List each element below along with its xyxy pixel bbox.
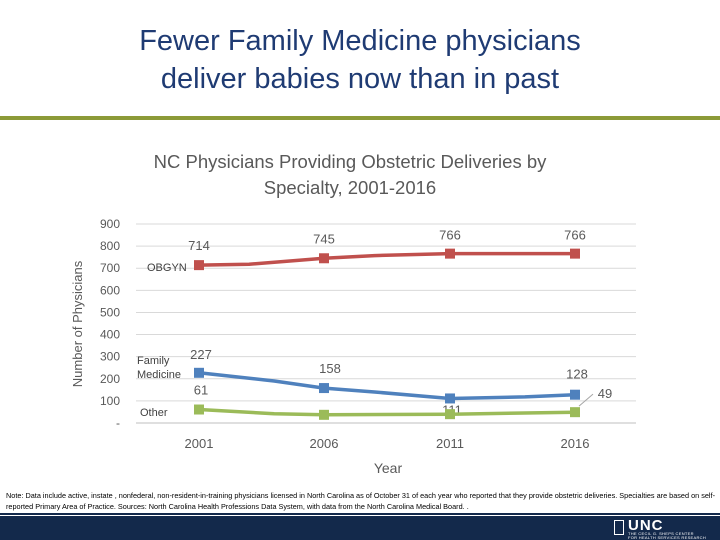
y-tick-label: 900 xyxy=(100,217,120,231)
data-label: 714 xyxy=(188,238,210,253)
slide-title-line2: deliver babies now than in past xyxy=(160,63,560,95)
data-label: 766 xyxy=(439,228,461,243)
data-label: 766 xyxy=(564,228,586,243)
logo-subtitle-1: THE CECIL G. SHEPS CENTER xyxy=(628,531,694,536)
data-label: 745 xyxy=(313,231,335,246)
series-group: 714 745 766 766 OBGYN xyxy=(147,228,586,274)
logo-subtitle-2: FOR HEALTH SERVICES RESEARCH xyxy=(628,535,707,540)
slide-title: Fewer Family Medicine physicians deliver… xyxy=(0,22,720,98)
x-tick-label: 2001 xyxy=(185,436,214,451)
series-line xyxy=(197,371,577,401)
data-point xyxy=(445,248,455,259)
slide-title-line1: Fewer Family Medicine physicians xyxy=(139,25,581,57)
data-point xyxy=(570,248,580,259)
leader-line xyxy=(578,393,594,407)
unc-sheps-logo: UNC THE CECIL G. SHEPS CENTER FOR HEALTH… xyxy=(612,517,712,540)
data-point xyxy=(319,253,329,264)
y-tick-label: 500 xyxy=(100,305,120,319)
data-point xyxy=(194,404,204,415)
y-tick-label: - xyxy=(116,416,120,430)
data-point xyxy=(194,260,204,271)
data-point xyxy=(194,367,204,378)
data-label: 128 xyxy=(566,367,588,382)
footnote: Note: Data include active, instate , non… xyxy=(6,491,715,511)
series-line xyxy=(197,407,577,417)
data-point xyxy=(570,407,580,418)
data-point xyxy=(445,409,455,420)
y-tick-label: 800 xyxy=(100,239,120,253)
series-name-label: Family xyxy=(137,355,170,367)
data-label: 49 xyxy=(598,386,612,401)
logo-text: UNC xyxy=(628,517,664,534)
y-axis-label: Number of Physicians xyxy=(70,260,85,387)
x-tick-label: 2016 xyxy=(561,436,590,451)
series-name-label: OBGYN xyxy=(147,262,187,274)
data-point xyxy=(319,383,329,394)
y-tick-label: 600 xyxy=(100,283,120,297)
y-tick-label: 700 xyxy=(100,261,120,275)
x-axis-label: Year xyxy=(374,460,403,476)
y-tick-label: 200 xyxy=(100,372,120,386)
data-label: 158 xyxy=(319,361,341,376)
series-line xyxy=(197,251,577,267)
x-tick-label: 2011 xyxy=(436,436,464,451)
series-name-label: Other xyxy=(140,407,168,419)
series-name-label: Medicine xyxy=(137,369,181,381)
logo-mark-icon xyxy=(614,520,624,535)
data-point xyxy=(319,409,329,420)
data-label: 227 xyxy=(190,347,212,362)
data-point xyxy=(570,389,580,400)
data-label: 61 xyxy=(194,383,208,398)
footer-line xyxy=(0,513,720,515)
footer-bar xyxy=(0,516,720,540)
title-divider xyxy=(0,116,720,120)
y-tick-label: 300 xyxy=(100,350,120,364)
x-tick-label: 2006 xyxy=(310,436,339,451)
chart-title-line1: NC Physicians Providing Obstetric Delive… xyxy=(154,151,547,172)
chart-title-line2: Specialty, 2001-2016 xyxy=(264,177,436,198)
data-point xyxy=(445,393,455,404)
series-group: 61 49 Other xyxy=(140,383,612,420)
line-chart: NC Physicians Providing Obstetric Delive… xyxy=(70,151,636,476)
y-tick-label: 100 xyxy=(100,394,120,408)
y-tick-label: 400 xyxy=(100,328,120,342)
